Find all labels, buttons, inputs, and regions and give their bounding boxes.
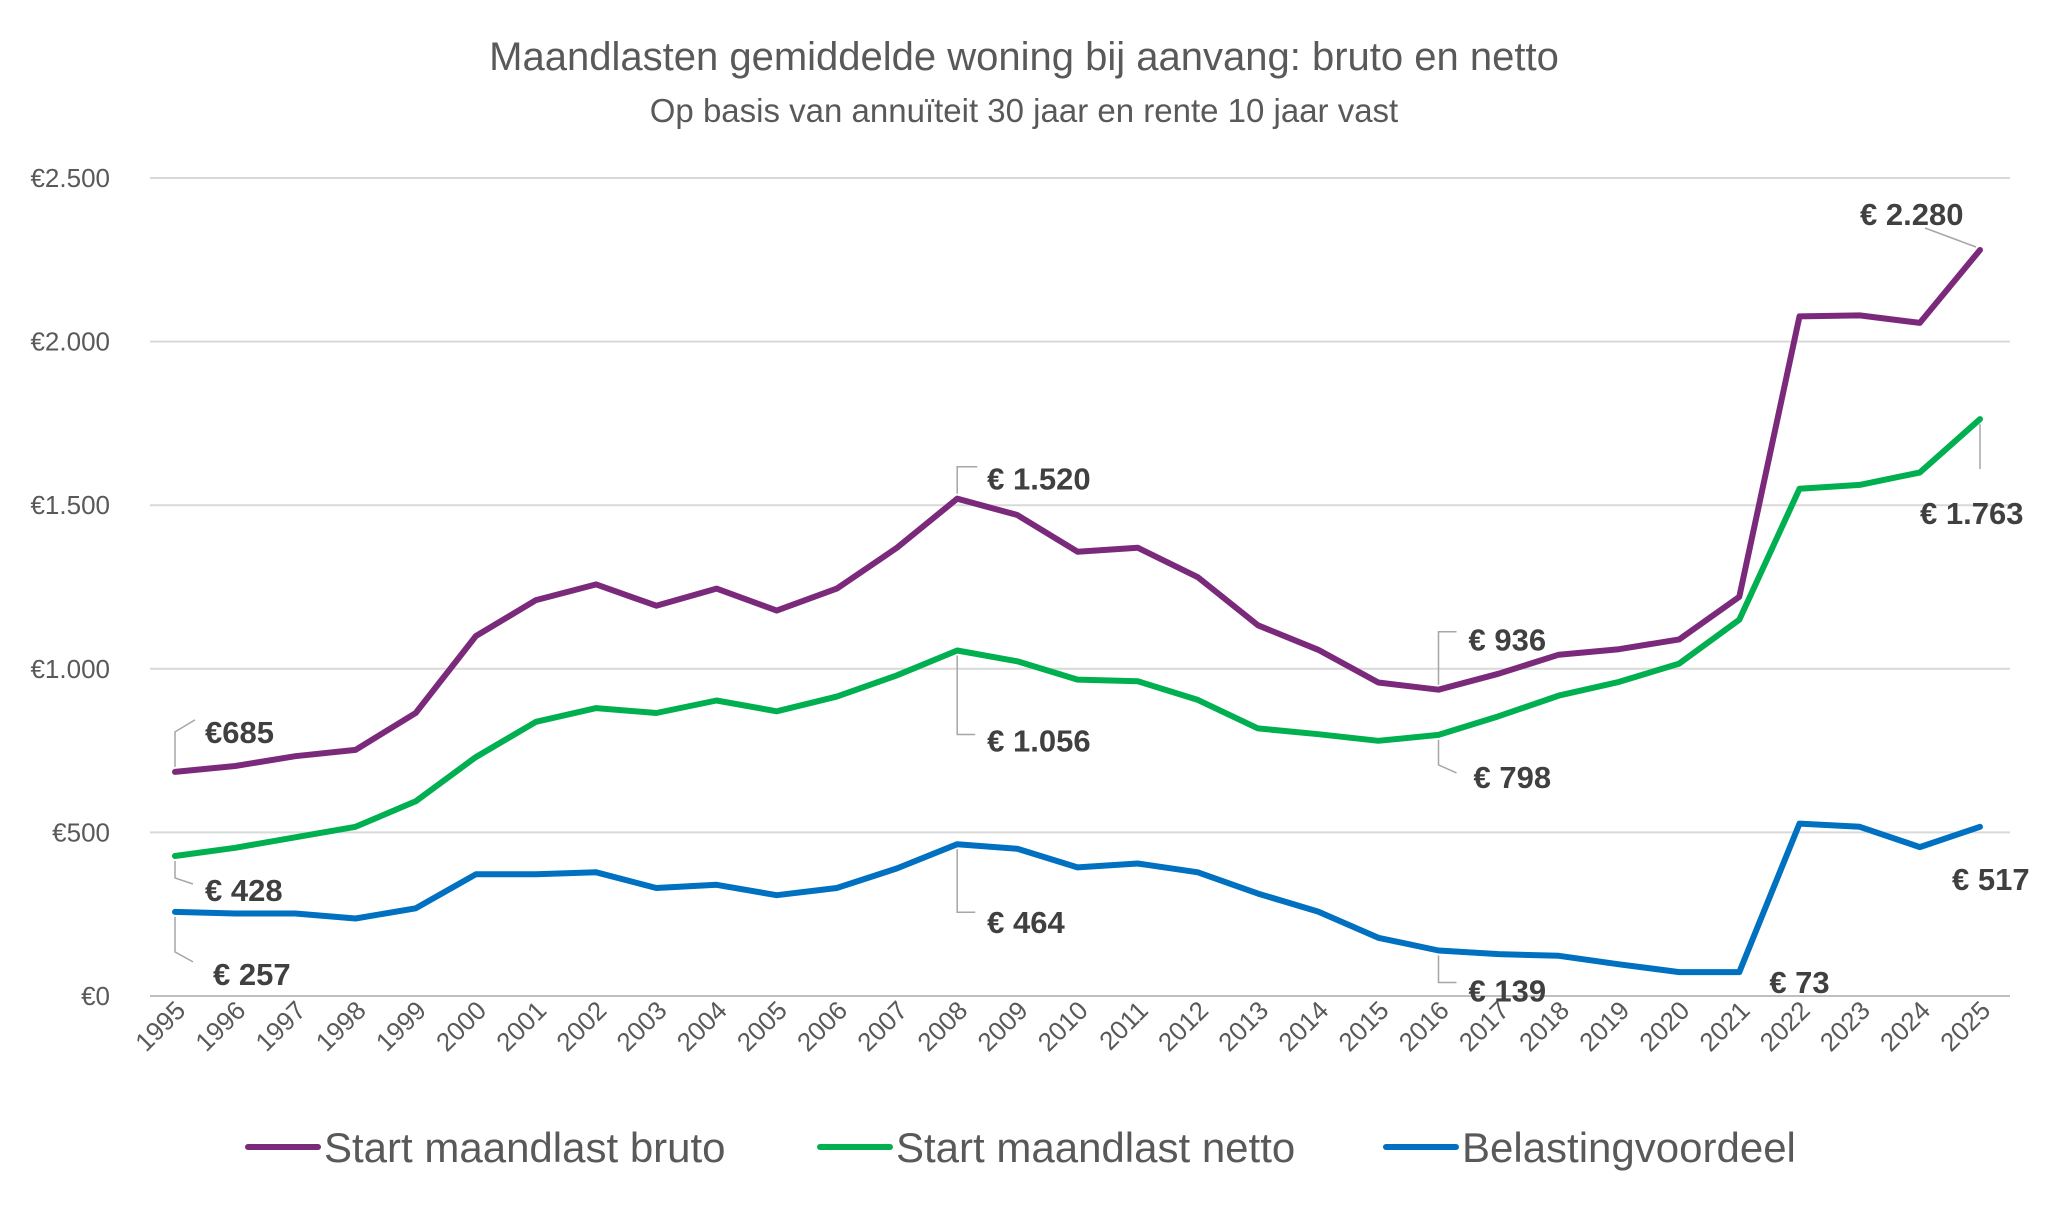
- x-tick-label: 2002: [550, 995, 612, 1057]
- x-axis: 1995199619971998199920002001200220032004…: [129, 995, 1996, 1057]
- data-label-leader: [1437, 739, 1457, 774]
- legend-label: Start maandlast bruto: [324, 1124, 726, 1171]
- series-lines: [172, 247, 1983, 976]
- x-tick-label: 1995: [129, 995, 191, 1057]
- x-tick-label: 2021: [1693, 995, 1755, 1057]
- x-tick-label: 2010: [1032, 995, 1094, 1057]
- legend-label: Belastingvoordeel: [1462, 1124, 1796, 1171]
- x-tick-label: 2000: [430, 995, 492, 1057]
- data-label: € 798: [1474, 760, 1552, 795]
- x-tick-label: 2013: [1212, 995, 1274, 1057]
- x-tick-label: 2012: [1152, 995, 1214, 1057]
- data-label-leader: [174, 916, 194, 963]
- y-tick-label: €1.000: [30, 654, 110, 684]
- legend: Start maandlast bruto Start maandlast net…: [245, 1124, 1796, 1171]
- data-label: € 257: [213, 957, 291, 992]
- x-tick-label: 2020: [1633, 995, 1695, 1057]
- chart-title: Maandlasten gemiddelde woning bij aanvan…: [489, 35, 1559, 79]
- x-tick-label: 1999: [370, 995, 432, 1057]
- data-label: € 464: [987, 905, 1065, 940]
- y-tick-label: €1.500: [30, 490, 110, 520]
- x-tick-label: 2004: [671, 995, 733, 1057]
- data-label: € 73: [1769, 965, 1829, 1000]
- x-tick-label: 2001: [490, 995, 552, 1057]
- x-tick-label: 2023: [1814, 995, 1876, 1057]
- data-label: € 1.520: [987, 462, 1090, 497]
- series-line-belastingvoordeel: [172, 820, 1983, 976]
- x-tick-label: 2015: [1332, 995, 1394, 1057]
- y-tick-label: €500: [52, 817, 110, 847]
- y-axis: €0 €500 €1.000 €1.500 €2.000 €2.500: [30, 163, 110, 1011]
- x-tick-label: 2014: [1272, 995, 1334, 1057]
- y-tick-label: €0: [81, 981, 110, 1011]
- x-tick-label: 2011: [1093, 995, 1154, 1056]
- data-label: € 428: [205, 873, 283, 908]
- data-label-leader: [956, 655, 976, 736]
- series-line-start-maandlast-bruto: [172, 247, 1983, 775]
- x-tick-label: 1996: [189, 995, 251, 1057]
- y-tick-label: €2.500: [30, 163, 110, 193]
- data-label-leader: [174, 719, 196, 767]
- data-label: € 2.280: [1860, 197, 1963, 232]
- data-label: € 139: [1469, 974, 1547, 1009]
- x-tick-label: 2006: [791, 995, 853, 1057]
- x-tick-label: 2022: [1754, 995, 1816, 1057]
- data-label-leader: [174, 861, 194, 885]
- data-label-leader: [1437, 630, 1457, 685]
- data-labels: €685 € 1.520 € 936 € 2.280 € 428 € 1.056 € 798…: [174, 197, 2030, 1009]
- data-label: € 1.763: [1920, 496, 2023, 531]
- data-label: €685: [205, 715, 274, 750]
- gridlines: [150, 177, 2010, 997]
- x-tick-label: 1998: [310, 995, 372, 1057]
- x-tick-label: 2005: [731, 995, 793, 1057]
- x-tick-label: 2019: [1573, 995, 1635, 1057]
- data-label: € 517: [1952, 862, 2030, 897]
- x-tick-label: 2024: [1874, 995, 1936, 1057]
- series-line-start-maandlast-netto: [172, 416, 1983, 859]
- x-tick-label: 2025: [1934, 995, 1996, 1057]
- x-tick-label: 1997: [249, 995, 311, 1057]
- data-label-leader: [956, 849, 976, 913]
- data-label-leader: [1437, 955, 1457, 984]
- x-tick-label: 2016: [1393, 995, 1455, 1057]
- data-label-leader: [1924, 227, 1977, 248]
- legend-label: Start maandlast netto: [896, 1124, 1295, 1171]
- data-label: € 936: [1469, 623, 1547, 658]
- x-tick-label: 2009: [971, 995, 1033, 1057]
- y-tick-label: €2.000: [30, 327, 110, 357]
- x-tick-label: 2008: [911, 995, 973, 1057]
- x-tick-label: 2003: [610, 995, 672, 1057]
- x-tick-label: 2007: [851, 995, 913, 1057]
- data-label-leader: [956, 465, 978, 494]
- chart-subtitle: Op basis van annuïteit 30 jaar en rente …: [650, 92, 1398, 129]
- data-label: € 1.056: [987, 723, 1090, 758]
